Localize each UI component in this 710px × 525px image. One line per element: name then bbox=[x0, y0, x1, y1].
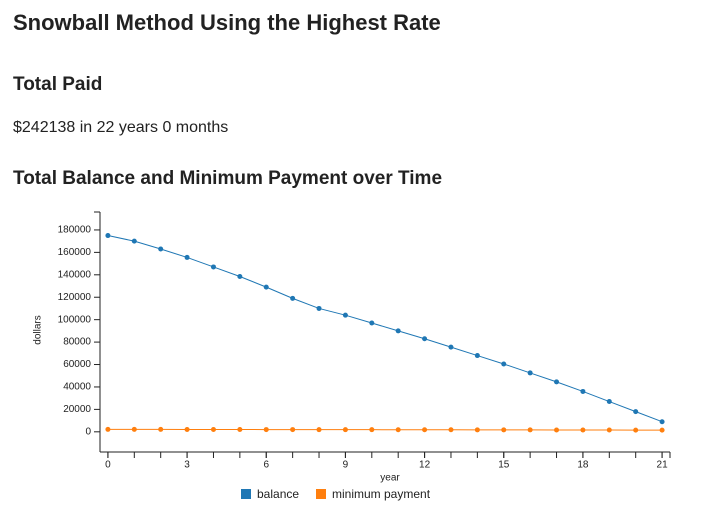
y-tick-label: 80000 bbox=[63, 337, 91, 348]
data-point bbox=[263, 284, 269, 290]
data-point bbox=[237, 273, 243, 279]
data-point bbox=[659, 427, 665, 433]
y-tick-label: 20000 bbox=[63, 404, 91, 415]
data-point bbox=[342, 312, 348, 318]
x-tick-label: 6 bbox=[263, 460, 269, 471]
x-tick-label: 9 bbox=[343, 460, 349, 471]
y-tick-label: 100000 bbox=[58, 314, 92, 325]
x-tick-label: 18 bbox=[577, 460, 589, 471]
y-tick-label: 60000 bbox=[63, 359, 91, 370]
data-point bbox=[527, 427, 533, 433]
x-tick-label: 0 bbox=[105, 460, 111, 471]
data-point bbox=[580, 427, 586, 433]
data-point bbox=[659, 419, 665, 425]
data-point bbox=[422, 427, 428, 433]
x-tick-label: 3 bbox=[184, 460, 190, 471]
data-point bbox=[580, 388, 586, 394]
data-point bbox=[501, 361, 507, 367]
data-point bbox=[395, 427, 401, 433]
data-point bbox=[237, 426, 243, 432]
y-tick-label: 160000 bbox=[58, 247, 92, 258]
data-point bbox=[290, 427, 296, 433]
series-line bbox=[107, 428, 663, 431]
data-point bbox=[158, 426, 164, 432]
data-point bbox=[210, 426, 216, 432]
legend-swatch bbox=[316, 489, 326, 499]
data-point bbox=[554, 427, 560, 433]
x-tick-label: 21 bbox=[657, 460, 669, 471]
legend-swatch bbox=[241, 489, 251, 499]
data-point bbox=[290, 295, 296, 301]
data-point bbox=[395, 328, 401, 334]
section-heading: Total Paid bbox=[13, 74, 103, 95]
data-point bbox=[316, 427, 322, 433]
data-point bbox=[606, 399, 612, 405]
data-point bbox=[474, 353, 480, 359]
data-point bbox=[606, 427, 612, 433]
y-tick-label: 140000 bbox=[58, 269, 92, 280]
data-point bbox=[263, 427, 269, 433]
data-point bbox=[131, 426, 137, 432]
page-title: Snowball Method Using the Highest Rate bbox=[13, 10, 441, 35]
data-point bbox=[448, 344, 454, 350]
y-tick-label: 120000 bbox=[58, 292, 92, 303]
chart-heading: Total Balance and Minimum Payment over T… bbox=[13, 168, 443, 189]
data-point bbox=[105, 426, 111, 432]
data-point bbox=[633, 409, 639, 415]
y-tick-label: 40000 bbox=[63, 382, 91, 393]
data-point bbox=[342, 427, 348, 433]
data-point bbox=[158, 246, 164, 252]
data-point bbox=[448, 427, 454, 433]
legend-label: balance bbox=[257, 487, 299, 501]
x-axis-label: year bbox=[380, 473, 400, 484]
data-point bbox=[369, 427, 375, 433]
series-line bbox=[107, 235, 663, 423]
data-point bbox=[105, 233, 111, 239]
data-point bbox=[422, 336, 428, 342]
data-point bbox=[633, 427, 639, 433]
y-axis-label: dollars bbox=[33, 315, 44, 344]
data-point bbox=[474, 427, 480, 433]
y-tick-label: 0 bbox=[85, 426, 91, 437]
x-tick-label: 15 bbox=[498, 460, 510, 471]
data-point bbox=[184, 426, 190, 432]
data-point bbox=[210, 264, 216, 270]
data-point bbox=[131, 238, 137, 244]
data-point bbox=[554, 379, 560, 385]
data-point bbox=[501, 427, 507, 433]
y-tick-label: 180000 bbox=[58, 225, 92, 236]
data-point bbox=[316, 305, 322, 311]
x-tick-label: 12 bbox=[419, 460, 431, 471]
data-point bbox=[184, 254, 190, 260]
data-point bbox=[527, 370, 533, 376]
total-paid-text: $242138 in 22 years 0 months bbox=[13, 119, 229, 136]
data-point bbox=[369, 320, 375, 326]
legend-label: minimum payment bbox=[332, 487, 431, 501]
